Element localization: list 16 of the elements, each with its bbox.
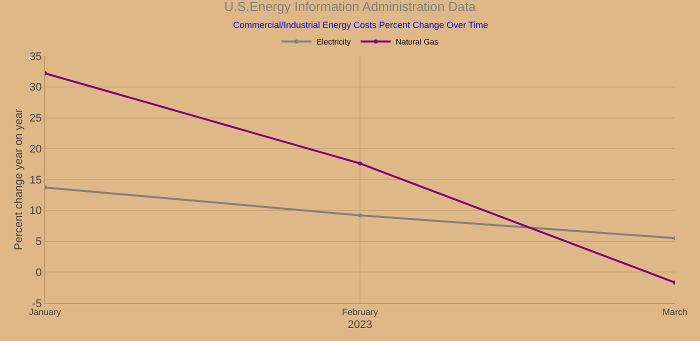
legend-label: Electricity — [316, 38, 351, 47]
x-tick-label: March — [662, 306, 688, 317]
chart-subtitle: Commercial/Industrial Energy Costs Percent Change Over Time — [233, 20, 488, 30]
x-tick-label: February — [342, 306, 379, 317]
y-axis-title: Percent change year on year — [13, 108, 26, 250]
y-tick-label: 25 — [30, 112, 42, 125]
chart-title: U.S.Energy Information Administration Data — [224, 0, 476, 14]
y-tick-label: 30 — [30, 82, 42, 94]
y-tick-label: 0 — [36, 266, 42, 279]
x-axis-title: 2023 — [348, 319, 372, 331]
y-tick-label: 5 — [36, 236, 42, 248]
y-tick-label: 15 — [30, 174, 42, 186]
y-tick-label: 10 — [30, 205, 42, 218]
legend-label: Natural Gas — [396, 38, 438, 47]
y-tick-label: 35 — [30, 50, 42, 63]
y-tick-label: 20 — [30, 143, 42, 156]
